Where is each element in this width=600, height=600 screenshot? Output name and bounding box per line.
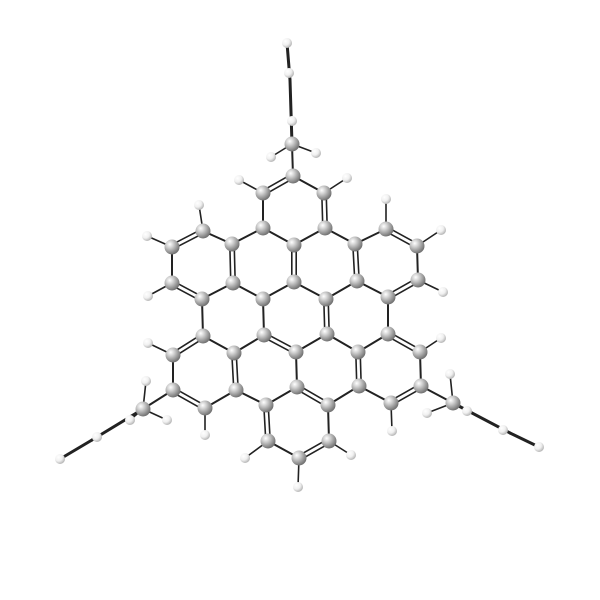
hydrogen-atom: [125, 415, 135, 425]
carbon-atom: [194, 291, 210, 307]
carbon-atom: [321, 433, 337, 449]
hydrogen-atom: [422, 408, 432, 418]
carbon-atom: [289, 379, 305, 395]
carbon-atom: [409, 238, 425, 254]
hydrogen-atom: [92, 432, 102, 442]
hydrogen-atom: [498, 425, 508, 435]
carbon-atom: [164, 239, 180, 255]
hydrogen-atom: [284, 68, 294, 78]
hydrogen-atom: [387, 426, 397, 436]
hydrogen-atom: [282, 38, 292, 48]
carbon-atom: [350, 344, 366, 360]
methyl-chain-stick: [288, 78, 294, 146]
hydrogen-atom: [293, 482, 303, 492]
carbon-atom: [285, 168, 301, 184]
hydrogen-atom: [234, 175, 244, 185]
carbon-atom: [351, 378, 367, 394]
carbon-atom: [225, 275, 241, 291]
carbon-atom: [258, 397, 274, 413]
carbon-atom: [291, 450, 307, 466]
hydrogen-atom: [143, 338, 153, 348]
carbon-atom: [316, 185, 332, 201]
carbon-atom: [255, 291, 271, 307]
carbon-atom: [380, 289, 396, 305]
carbon-atom: [164, 275, 180, 291]
hydrogen-atom: [534, 442, 544, 452]
carbon-atom: [413, 378, 429, 394]
carbon-atom: [380, 326, 396, 342]
hydrogen-atom: [266, 152, 276, 162]
carbon-atom: [318, 291, 334, 307]
methyl-chain-stick: [508, 431, 541, 449]
carbon-atom: [255, 185, 271, 201]
carbon-atom: [165, 347, 181, 363]
hydrogen-atom: [381, 194, 391, 204]
carbon-atom: [320, 397, 336, 413]
carbon-atom: [197, 400, 213, 416]
carbon-atom: [288, 344, 304, 360]
hydrogen-atom: [141, 376, 151, 386]
hydrogen-atom: [346, 450, 356, 460]
carbon-atom: [410, 272, 426, 288]
hydrogen-atom: [162, 415, 172, 425]
hydrogen-atom: [142, 231, 152, 241]
hydrogen-atom: [311, 148, 321, 158]
hydrogen-atom: [438, 287, 448, 297]
atoms-layer: [55, 38, 544, 492]
carbon-atom: [260, 433, 276, 449]
carbon-atom: [226, 345, 242, 361]
carbon-atom: [317, 220, 333, 236]
carbon-atom: [347, 236, 363, 252]
hydrogen-atom: [200, 430, 210, 440]
carbon-atom: [412, 344, 428, 360]
carbon-atom: [256, 327, 272, 343]
carbon-atom: [383, 395, 399, 411]
carbon-atom: [224, 236, 240, 252]
carbon-atom: [135, 401, 151, 417]
carbon-atom: [286, 274, 302, 290]
hydrogen-atom: [342, 173, 352, 183]
hydrogen-atom: [287, 116, 297, 126]
carbon-atom: [319, 326, 335, 342]
hydrogen-atom: [436, 225, 446, 235]
carbon-atom: [165, 382, 181, 398]
carbon-atom: [228, 382, 244, 398]
methyl-chain-stick: [58, 438, 94, 461]
carbon-atom: [195, 328, 211, 344]
hydrogen-atom: [143, 291, 153, 301]
carbon-atom: [349, 273, 365, 289]
carbon-atom: [378, 221, 394, 237]
hydrogen-atom: [445, 369, 455, 379]
carbon-atom: [286, 237, 302, 253]
carbon-atom: [255, 220, 271, 236]
hydrogen-atom: [55, 454, 65, 464]
carbon-atom: [445, 395, 461, 411]
carbon-atom: [195, 223, 211, 239]
hydrogen-atom: [194, 200, 204, 210]
hydrogen-atom: [240, 453, 250, 463]
carbon-atom: [284, 136, 300, 152]
hydrogen-atom: [436, 333, 446, 343]
hydrogen-atom: [462, 406, 472, 416]
